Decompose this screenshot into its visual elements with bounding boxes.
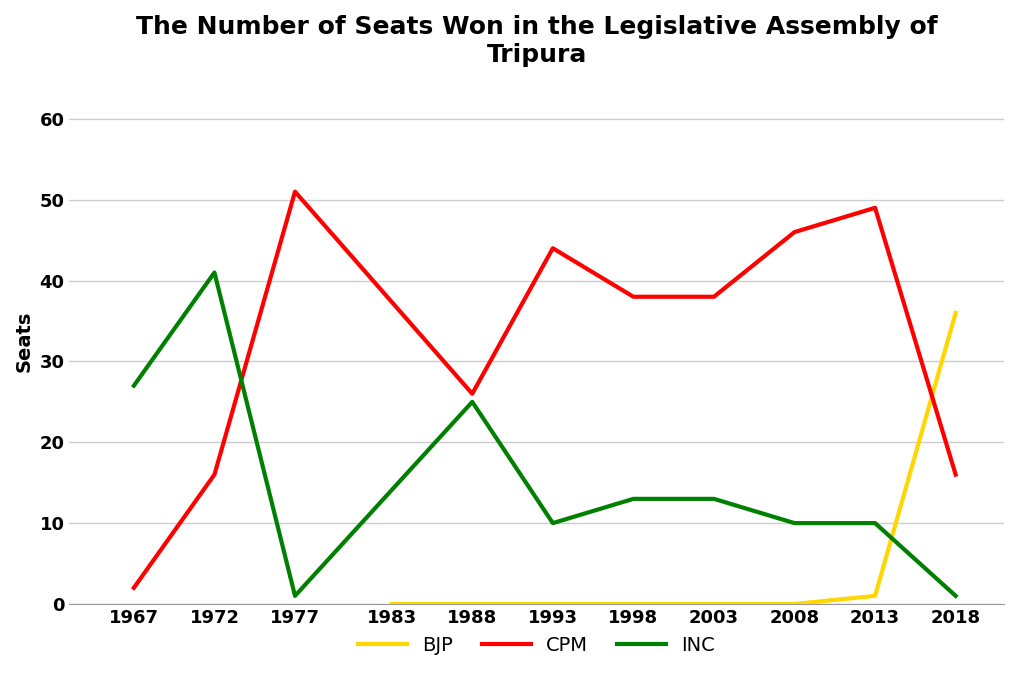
INC [127, 382, 140, 390]
CPM [950, 471, 962, 479]
CPM [289, 188, 302, 196]
INC [869, 519, 881, 527]
BJP [708, 600, 720, 608]
INC [708, 495, 720, 503]
INC [547, 519, 559, 527]
CPM [789, 228, 801, 236]
CPM [547, 244, 559, 253]
CPM [869, 204, 881, 212]
BJP [869, 592, 881, 600]
INC [208, 269, 220, 277]
BJP [547, 600, 559, 608]
Line: CPM: CPM [133, 192, 956, 588]
Line: BJP: BJP [391, 313, 956, 604]
BJP [950, 309, 962, 317]
INC [950, 592, 962, 600]
BJP [628, 600, 640, 608]
INC [628, 495, 640, 503]
Legend: BJP, CPM, INC: BJP, CPM, INC [351, 628, 723, 663]
CPM [628, 292, 640, 301]
CPM [708, 292, 720, 301]
Line: INC: INC [133, 273, 956, 596]
INC [289, 592, 302, 600]
CPM [466, 390, 478, 398]
Y-axis label: Seats: Seats [15, 311, 34, 372]
INC [466, 398, 478, 406]
INC [789, 519, 801, 527]
CPM [208, 471, 220, 479]
BJP [466, 600, 478, 608]
CPM [127, 584, 140, 592]
BJP [789, 600, 801, 608]
BJP [385, 600, 397, 608]
Title: The Number of Seats Won in the Legislative Assembly of
Tripura: The Number of Seats Won in the Legislati… [136, 15, 937, 67]
